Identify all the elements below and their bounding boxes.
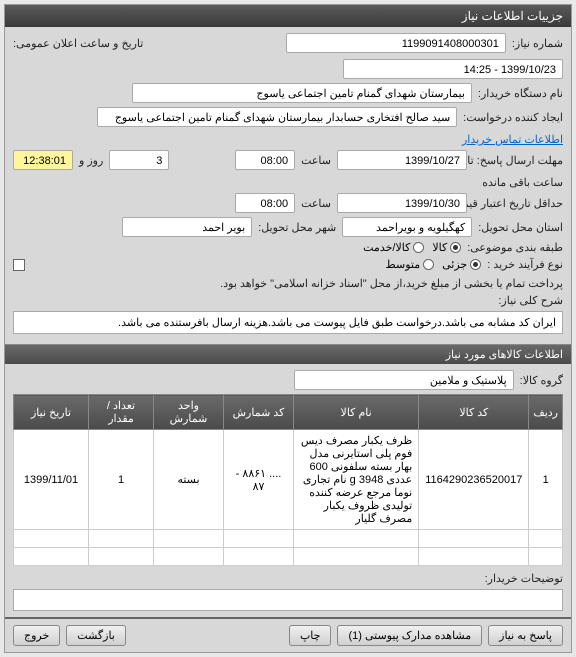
- process-mid-label: متوسط: [386, 258, 421, 271]
- timer-label: ساعت باقی مانده: [482, 176, 563, 189]
- col-code: کد کالا: [419, 395, 529, 430]
- window-title: جزییات اطلاعات نیاز: [462, 9, 563, 23]
- footer-bar: پاسخ به نیاز مشاهده مدارک پیوستی (1) چاپ…: [5, 617, 571, 652]
- creator-label: ایجاد کننده درخواست:: [463, 111, 563, 124]
- col-row: ردیف: [529, 395, 563, 430]
- deadline-send-label: مهلت ارسال پاسخ: تا تاریخ:: [473, 154, 563, 167]
- days-remaining: 3: [109, 150, 169, 170]
- exit-button[interactable]: خروج: [13, 625, 60, 646]
- radio-icon: [413, 242, 424, 253]
- radio-icon: [470, 259, 481, 270]
- need-no-label: شماره نیاز:: [512, 37, 563, 50]
- attachments-button[interactable]: مشاهده مدارک پیوستی (1): [337, 625, 482, 646]
- items-table: ردیف کد کالا نام کالا کد شمارش واحد شمار…: [13, 394, 563, 566]
- cell-unit: بسته: [154, 430, 224, 530]
- items-section-header: اطلاعات کالاهای مورد نیاز: [5, 344, 571, 364]
- partial-pay-label: پرداخت تمام یا بخشی از مبلغ خرید،از محل …: [220, 277, 563, 290]
- cell-code: 1164290236520017: [419, 430, 529, 530]
- back-button[interactable]: بازگشت: [66, 625, 126, 646]
- delivery-prov-label: استان محل تحویل:: [478, 221, 563, 234]
- group-label: گروه کالا:: [520, 374, 563, 387]
- reply-button[interactable]: پاسخ به نیاز: [488, 625, 563, 646]
- budget-goods-label: کالا: [432, 241, 447, 254]
- deadline-send-date: 1399/10/27: [337, 150, 467, 170]
- budget-goods-radio[interactable]: کالا: [432, 241, 461, 254]
- delivery-prov-field: کهگیلویه و بویراحمد: [342, 217, 472, 237]
- col-name: نام کالا: [294, 395, 419, 430]
- contact-link[interactable]: اطلاعات تماس خریدار: [462, 133, 563, 146]
- radio-icon: [450, 242, 461, 253]
- items-area: گروه کالا: پلاستیک و ملامین ردیف کد کالا…: [5, 364, 571, 617]
- cell-ref: .... ۸۸۶۱ - ۸۷: [224, 430, 294, 530]
- col-qty: تعداد / مقدار: [89, 395, 154, 430]
- print-button[interactable]: چاپ: [289, 625, 332, 646]
- deadline-price-date: 1399/10/30: [337, 193, 467, 213]
- col-date: تاریخ نیاز: [14, 395, 89, 430]
- deadline-price-time: 08:00: [235, 193, 295, 213]
- col-ref: کد شمارش: [224, 395, 294, 430]
- main-window: جزییات اطلاعات نیاز شماره نیاز: 11990914…: [4, 4, 572, 653]
- group-field: پلاستیک و ملامین: [294, 370, 514, 390]
- cell-idx: 1: [529, 430, 563, 530]
- delivery-city-label: شهر محل تحویل:: [258, 221, 336, 234]
- time-label-1: ساعت: [301, 154, 331, 167]
- timer-field: 12:38:01: [13, 150, 73, 170]
- delivery-city-field: بویر احمد: [122, 217, 252, 237]
- cell-name: ظرف یکبار مصرف دیس فوم پلی استایرنی مدل …: [294, 430, 419, 530]
- deadline-price-label: حداقل تاریخ اعتبار قیمت: تا تاریخ:: [473, 197, 563, 210]
- deadline-send-time: 08:00: [235, 150, 295, 170]
- table-row: [14, 530, 563, 548]
- buyer-field: بیمارستان شهدای گمنام تامین اجتماعی یاسو…: [132, 83, 472, 103]
- process-radio-group: جزئی متوسط: [386, 258, 482, 271]
- budget-service-radio[interactable]: کالا/خدمت: [363, 241, 424, 254]
- budget-label: طبقه بندی موضوعی:: [467, 241, 563, 254]
- partial-pay-checkbox[interactable]: [13, 259, 25, 271]
- cell-qty: 1: [89, 430, 154, 530]
- process-label: نوع فرآیند خرید :: [487, 258, 563, 271]
- table-row[interactable]: 1 1164290236520017 ظرف یکبار مصرف دیس فو…: [14, 430, 563, 530]
- desc-field: ایران کد مشابه می باشد.درخواست طبق فایل …: [13, 311, 563, 334]
- buyer-notes-label: توضیحات خریدار:: [485, 572, 563, 585]
- process-low-radio[interactable]: جزئی: [442, 258, 481, 271]
- buyer-label: نام دستگاه خریدار:: [478, 87, 563, 100]
- announce-label: تاریخ و ساعت اعلان عمومی:: [13, 37, 143, 50]
- process-mid-radio[interactable]: متوسط: [386, 258, 435, 271]
- col-unit: واحد شمارش: [154, 395, 224, 430]
- header-form: شماره نیاز: 1199091408000301 تاریخ و ساع…: [5, 27, 571, 344]
- creator-field: سید صالح افتخاری حسابدار بیمارستان شهدای…: [97, 107, 457, 127]
- budget-service-label: کالا/خدمت: [363, 241, 410, 254]
- cell-date: 1399/11/01: [14, 430, 89, 530]
- radio-icon: [423, 259, 434, 270]
- budget-radio-group: کالا کالا/خدمت: [363, 241, 461, 254]
- title-bar: جزییات اطلاعات نیاز: [5, 5, 571, 27]
- days-label: روز و: [79, 154, 103, 167]
- announce-field: 1399/10/23 - 14:25: [343, 59, 563, 79]
- desc-label: شرح کلی نیاز:: [498, 294, 563, 307]
- process-low-label: جزئی: [442, 258, 467, 271]
- need-no-field: 1199091408000301: [286, 33, 506, 53]
- time-label-2: ساعت: [301, 197, 331, 210]
- buyer-notes-textbox[interactable]: [13, 589, 563, 611]
- table-header-row: ردیف کد کالا نام کالا کد شمارش واحد شمار…: [14, 395, 563, 430]
